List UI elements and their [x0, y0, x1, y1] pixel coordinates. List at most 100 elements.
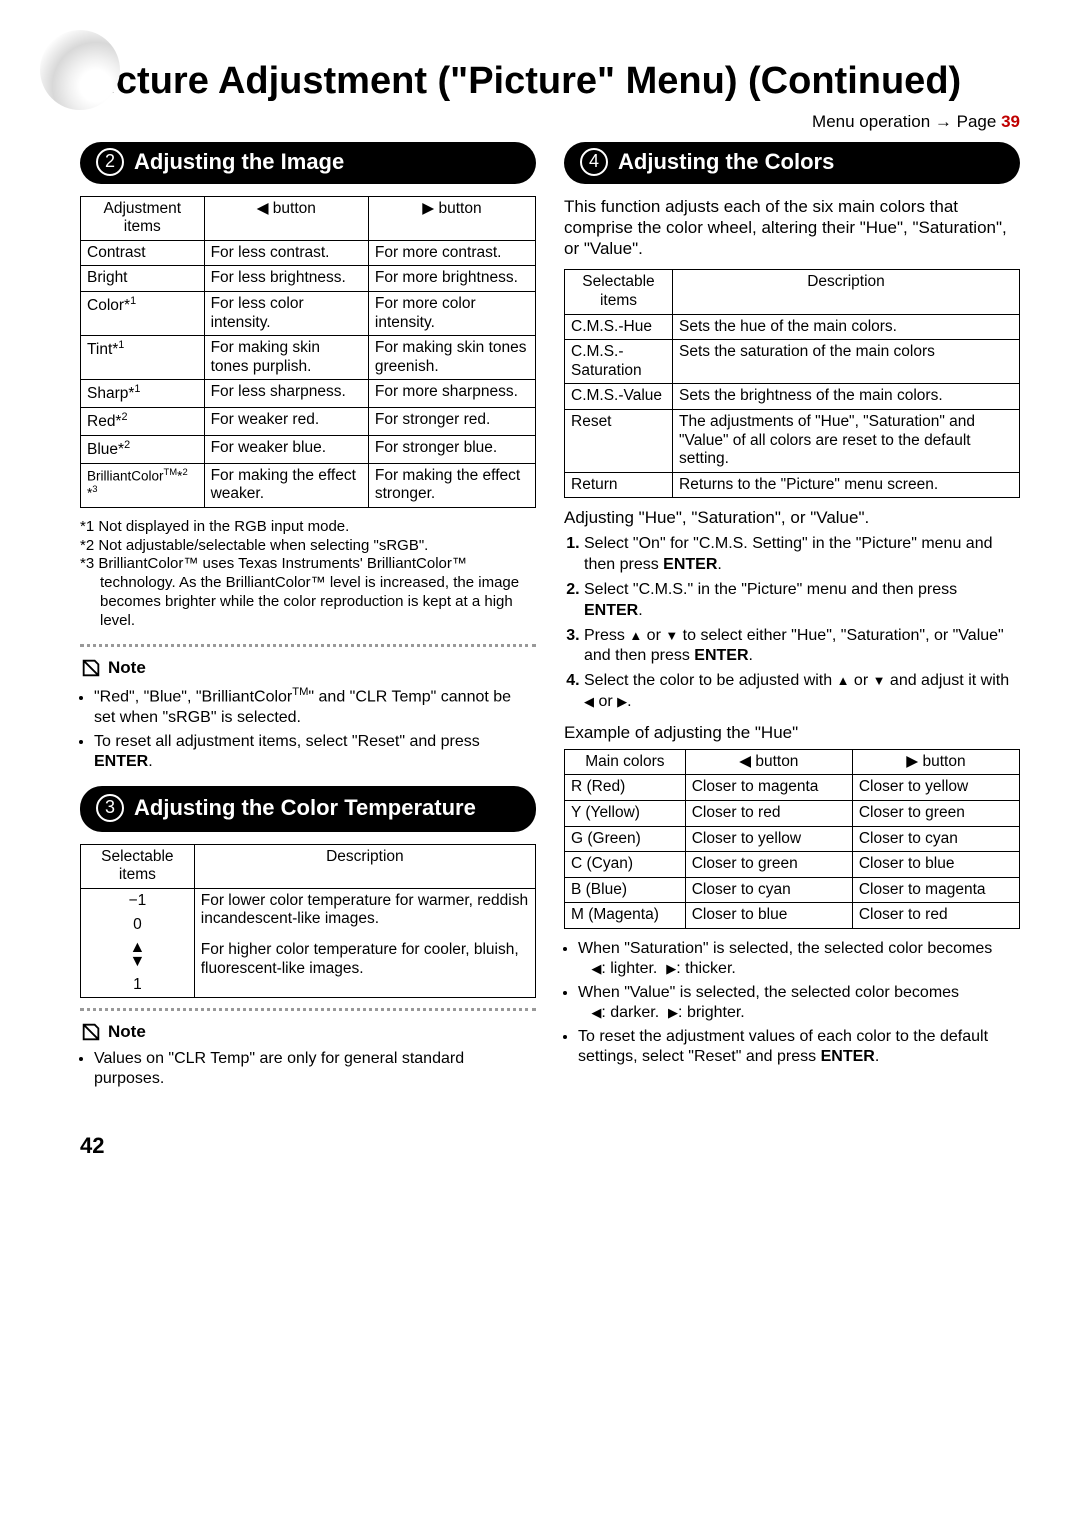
table-cell: Sets the brightness of the main colors. — [673, 384, 1020, 410]
table-cell: −1 — [81, 888, 195, 913]
table-cell: For making the effect stronger. — [368, 463, 535, 507]
table-header: Description — [194, 844, 535, 888]
table-cell: For less contrast. — [204, 240, 368, 266]
table-cell: For less sharpness. — [204, 380, 368, 408]
table-cell: Contrast — [81, 240, 205, 266]
table-header: ◀ button — [685, 749, 852, 775]
hue-example-table: Main colors ◀ button ▶ button R (Red)Clo… — [564, 749, 1020, 929]
menu-operation-ref: Menu operation → Page 39 — [80, 112, 1020, 132]
menu-op-prefix: Menu operation — [812, 112, 935, 131]
table-header: Adjustment items — [81, 196, 205, 240]
table-cell: C.M.S.-Hue — [565, 314, 673, 340]
table-cell: Closer to cyan — [852, 826, 1019, 852]
table-cell: Blue*2 — [81, 435, 205, 463]
note-list: "Red", "Blue", "BrilliantColorTM" and "C… — [80, 685, 536, 771]
table-cell: Closer to yellow — [685, 826, 852, 852]
table-header: Selectable items — [81, 844, 195, 888]
section-4-header: 4 Adjusting the Colors — [564, 142, 1020, 184]
adjustment-items-table: Adjustment items ◀ button ▶ button Contr… — [80, 196, 536, 508]
menu-op-page-word: Page — [957, 112, 1001, 131]
note-label: Note — [108, 658, 146, 678]
footnotes: *1 Not displayed in the RGB input mode. … — [80, 518, 536, 631]
table-header: ▶ button — [852, 749, 1019, 775]
table-cell: Closer to yellow — [852, 775, 1019, 801]
table-cell: Sets the hue of the main colors. — [673, 314, 1020, 340]
circled-4-icon: 4 — [580, 148, 608, 176]
footnote: *3 BrilliantColor™ uses Texas Instrument… — [80, 555, 536, 630]
dotted-separator — [80, 1008, 536, 1011]
footnote: *2 Not adjustable/selectable when select… — [80, 537, 536, 556]
table-cell: Reset — [565, 410, 673, 473]
table-cell: Closer to blue — [852, 852, 1019, 878]
section-3-title: Adjusting the Color Temperature — [134, 795, 476, 820]
cms-items-table: Selectable items Description C.M.S.-HueS… — [564, 269, 1020, 498]
footnote: *1 Not displayed in the RGB input mode. — [80, 518, 536, 537]
bullet-item: When "Value" is selected, the selected c… — [578, 983, 1020, 1023]
table-cell: G (Green) — [565, 826, 686, 852]
table-cell: Return — [565, 472, 673, 498]
note-label: Note — [108, 1022, 146, 1042]
table-cell: For weaker red. — [204, 408, 368, 436]
note-item: To reset all adjustment items, select "R… — [94, 732, 536, 772]
table-cell: Tint*1 — [81, 336, 205, 380]
table-cell: 1 — [81, 973, 195, 998]
table-header: Main colors — [565, 749, 686, 775]
note-heading: Note — [80, 1021, 536, 1043]
table-cell: Closer to magenta — [685, 775, 852, 801]
note-item: Values on "CLR Temp" are only for genera… — [94, 1049, 536, 1089]
table-cell: 0 — [81, 913, 195, 938]
table-cell: For less color intensity. — [204, 292, 368, 336]
table-cell: For more color intensity. — [368, 292, 535, 336]
table-cell: For making the effect weaker. — [204, 463, 368, 507]
example-head: Example of adjusting the "Hue" — [564, 723, 1020, 743]
left-column: 2 Adjusting the Image Adjustment items ◀… — [80, 142, 536, 1104]
step-item: Select "On" for "C.M.S. Setting" in the … — [584, 534, 1020, 576]
table-cell: B (Blue) — [565, 877, 686, 903]
section-3-header: 3 Adjusting the Color Temperature — [80, 786, 536, 832]
section-2-header: 2 Adjusting the Image — [80, 142, 536, 184]
table-cell: For higher color temperature for cooler,… — [194, 938, 535, 998]
table-cell: For making skin tones purplish. — [204, 336, 368, 380]
arrows-cell: ▲▼ — [81, 938, 195, 973]
table-cell: C.M.S.-Saturation — [565, 340, 673, 384]
page-title: Picture Adjustment ("Picture" Menu) (Con… — [80, 60, 1020, 104]
table-cell: Y (Yellow) — [565, 800, 686, 826]
color-temp-table: Selectable items Description −1 For lowe… — [80, 844, 536, 999]
bullet-item: To reset the adjustment values of each c… — [578, 1027, 1020, 1067]
circled-3-icon: 3 — [96, 794, 124, 822]
note-icon — [80, 657, 102, 679]
table-cell: R (Red) — [565, 775, 686, 801]
table-cell: Red*2 — [81, 408, 205, 436]
note-icon — [80, 1021, 102, 1043]
table-cell: Returns to the "Picture" menu screen. — [673, 472, 1020, 498]
note-item: "Red", "Blue", "BrilliantColorTM" and "C… — [94, 685, 536, 727]
steps-list: Select "On" for "C.M.S. Setting" in the … — [564, 534, 1020, 712]
table-cell: BrilliantColorTM*2 *3 — [81, 463, 205, 507]
table-cell: For making skin tones greenish. — [368, 336, 535, 380]
table-cell: Closer to blue — [685, 903, 852, 929]
table-cell: Bright — [81, 266, 205, 292]
table-cell: For more contrast. — [368, 240, 535, 266]
section-2-title: Adjusting the Image — [134, 149, 344, 174]
table-cell: M (Magenta) — [565, 903, 686, 929]
table-cell: Closer to green — [852, 800, 1019, 826]
section-4-intro: This function adjusts each of the six ma… — [564, 196, 1020, 260]
adjusting-subhead: Adjusting "Hue", "Saturation", or "Value… — [564, 508, 1020, 528]
note-list: Values on "CLR Temp" are only for genera… — [80, 1049, 536, 1089]
table-header: ◀ button — [204, 196, 368, 240]
step-item: Select "C.M.S." in the "Picture" menu an… — [584, 580, 1020, 622]
table-cell: For stronger red. — [368, 408, 535, 436]
table-cell: Sets the saturation of the main colors — [673, 340, 1020, 384]
page-number: 42 — [80, 1133, 1020, 1159]
corner-decoration — [40, 30, 120, 110]
note-heading: Note — [80, 657, 536, 679]
table-cell: For more brightness. — [368, 266, 535, 292]
table-cell: For lower color temperature for warmer, … — [194, 888, 535, 938]
right-column: 4 Adjusting the Colors This function adj… — [564, 142, 1020, 1104]
table-header: Description — [673, 270, 1020, 314]
section-4-title: Adjusting the Colors — [618, 149, 834, 174]
table-cell: For stronger blue. — [368, 435, 535, 463]
table-header: ▶ button — [368, 196, 535, 240]
table-cell: C (Cyan) — [565, 852, 686, 878]
table-cell: For weaker blue. — [204, 435, 368, 463]
